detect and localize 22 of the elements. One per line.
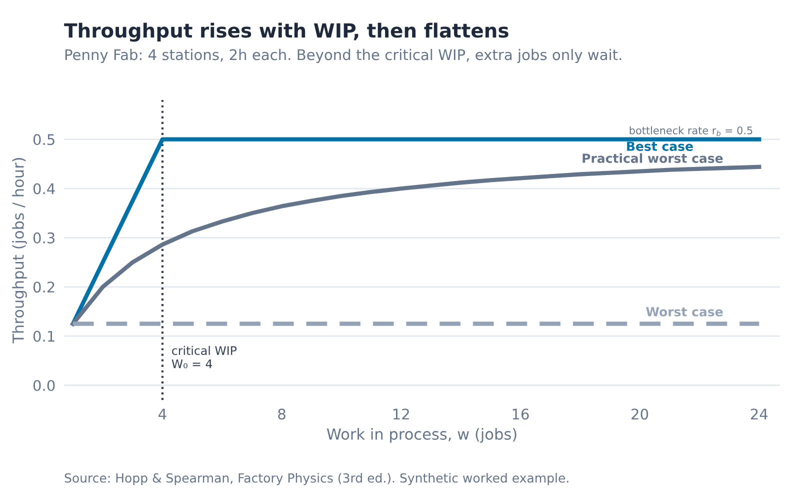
series-label: Worst case (646, 307, 723, 316)
x-tick-label: 8 (278, 408, 286, 420)
series-label: Best case (627, 142, 693, 151)
x-tick-label: 12 (393, 408, 409, 420)
x-tick-label: 24 (750, 408, 768, 420)
series-label: Practical worst case (582, 153, 723, 163)
source-note: Source: Hopp & Spearman, Factory Physics (3rd ed.). Synthetic worked example. (64, 473, 568, 486)
chart-title: Throughput rises with WIP, then flattens (64, 22, 508, 42)
x-tick-label: 20 (632, 408, 648, 420)
x-axis-title: Work in process, w (jobs) (326, 428, 516, 443)
annotation: bottleneck rate r$_{b}$ = 0.5 (630, 126, 752, 136)
y-axis-title: Throughput (jobs / hour) (12, 158, 27, 344)
x-tick-label: 16 (512, 408, 529, 420)
y-tick-label: 0.5 (33, 134, 54, 146)
chart-subtitle: Penny Fab: 4 stations, 2h each. Beyond the critical WIP, extra jobs only wait. (65, 48, 622, 64)
y-tick-label: 0.0 (33, 380, 55, 391)
y-tick-label: 0.1 (33, 330, 54, 342)
ref-line-label: critical WIP W₀ = 4 (172, 346, 237, 368)
y-tick-label: 0.4 (33, 183, 55, 194)
y-tick-label: 0.2 (33, 282, 54, 293)
x-tick-label: 4 (158, 408, 166, 420)
y-tick-label: 0.3 (33, 232, 54, 244)
